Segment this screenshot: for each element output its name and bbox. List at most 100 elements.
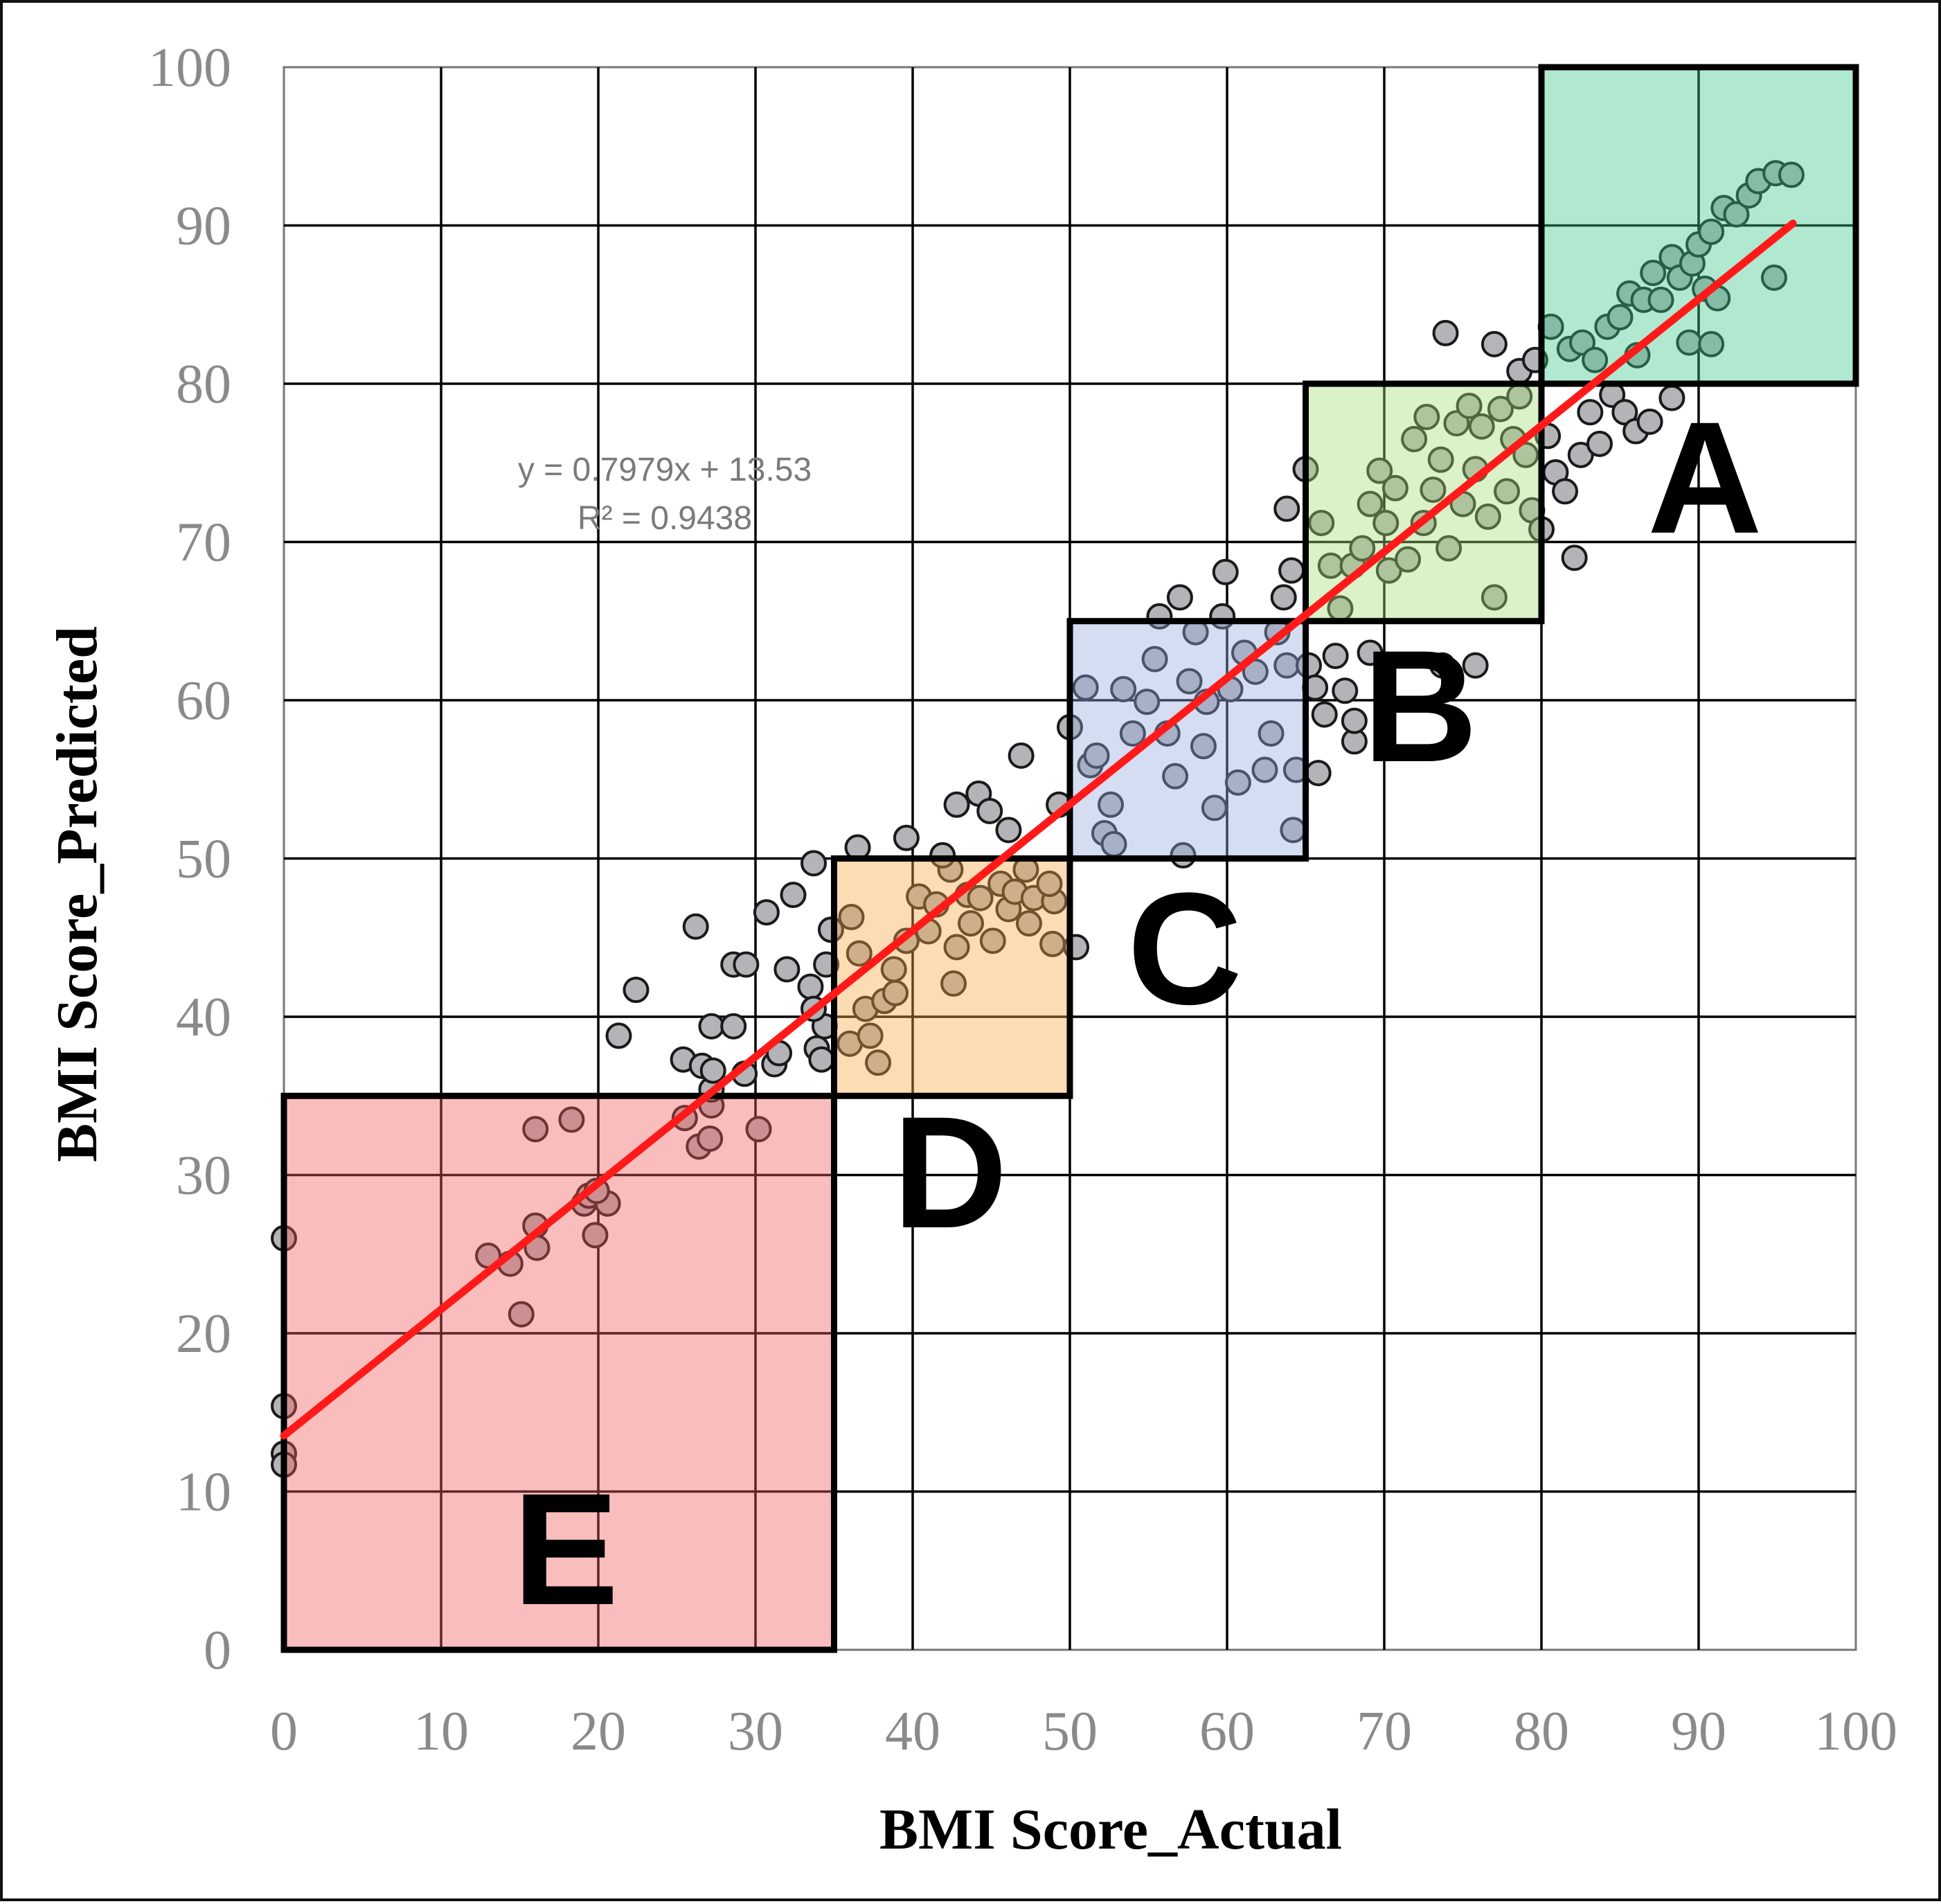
trendline-group [280, 220, 1797, 1440]
data-point [1586, 430, 1613, 457]
data-point [1098, 791, 1125, 818]
data-point [1134, 688, 1161, 715]
data-point [773, 956, 800, 983]
data-point [1456, 392, 1483, 419]
x-tick-label: 80 [1514, 1701, 1569, 1762]
data-point [1760, 264, 1787, 291]
x-tick-label: 10 [413, 1701, 469, 1762]
y-tick-label: 60 [176, 670, 231, 731]
trendline-r2: R² = 0.9438 [578, 500, 752, 537]
data-point [1512, 441, 1539, 468]
data-point [1723, 201, 1750, 228]
data-point [1413, 403, 1440, 430]
x-tick-label: 0 [270, 1701, 298, 1762]
data-point [682, 913, 709, 940]
trendline [280, 220, 1797, 1440]
data-point [1008, 742, 1035, 769]
trendline-equation: y = 0.7979x + 13.53 [518, 452, 812, 488]
data-point [976, 797, 1003, 824]
data-point [1647, 286, 1674, 313]
data-point [733, 951, 760, 978]
data-point [1308, 510, 1335, 537]
data-point [1224, 769, 1251, 796]
data-point [1083, 742, 1110, 769]
x-tick-label: 100 [1814, 1701, 1897, 1762]
data-point [623, 977, 650, 1004]
data-point [979, 927, 1006, 954]
data-point [508, 1301, 535, 1328]
data-point [1494, 478, 1521, 505]
data-point [797, 973, 824, 1000]
data-point [1201, 794, 1228, 821]
y-tick-label: 30 [176, 1146, 231, 1207]
data-point [1270, 584, 1297, 611]
data-point [1381, 474, 1408, 501]
data-point [1036, 871, 1063, 898]
x-tick-label: 40 [885, 1701, 940, 1762]
x-tick-label: 60 [1199, 1701, 1255, 1762]
data-point [800, 850, 827, 877]
zone-label-a: A [1647, 389, 1762, 567]
data-point [1468, 413, 1495, 440]
data-point [957, 910, 984, 937]
y-tick-label: 90 [176, 196, 231, 257]
x-axis-title: BMI Score_Actual [879, 1797, 1342, 1862]
data-point [846, 940, 873, 967]
data-point [1698, 218, 1725, 245]
data-point [1273, 495, 1300, 522]
data-point [720, 1013, 747, 1040]
data-point [1481, 330, 1508, 357]
tick-labels: 0 10 20 30 40 50 60 70 80 90 100 0 10 20 30 40 50 60 70 80 9… [148, 37, 1897, 1762]
y-axis-title: BMI Score_Predicted [45, 626, 109, 1162]
data-point [1474, 503, 1501, 530]
data-point [1640, 260, 1667, 287]
data-point [857, 1022, 884, 1049]
data-point [1401, 425, 1428, 452]
data-point [1636, 408, 1663, 435]
data-point [522, 1116, 549, 1143]
data-point [1435, 535, 1463, 562]
data-point [605, 1022, 632, 1049]
data-point [943, 934, 970, 961]
data-point [697, 1125, 724, 1152]
data-point [1072, 674, 1099, 701]
zone-box-b [1303, 380, 1545, 625]
data-point [582, 1222, 609, 1249]
data-point [1357, 490, 1384, 517]
data-point [967, 884, 994, 911]
zone-label-d: D [893, 1083, 1008, 1261]
data-point [893, 824, 920, 851]
data-point [1141, 646, 1168, 673]
data-point [940, 970, 967, 997]
data-point [1420, 477, 1447, 504]
data-point [882, 979, 909, 1006]
data-point [745, 1116, 772, 1143]
x-tick-label: 20 [571, 1701, 626, 1762]
y-tick-label: 20 [176, 1304, 231, 1364]
y-tick-label: 70 [176, 513, 231, 573]
data-point [1278, 557, 1305, 584]
x-tick-label: 30 [728, 1701, 783, 1762]
data-point [1015, 910, 1042, 937]
data-point [1366, 457, 1393, 484]
y-tick-label: 10 [176, 1462, 231, 1523]
data-point [1311, 701, 1338, 728]
data-point [1611, 399, 1638, 426]
data-point [1462, 652, 1489, 679]
data-point [1322, 643, 1349, 670]
x-tick-label: 70 [1357, 1701, 1412, 1762]
data-point [1176, 668, 1203, 695]
data-point [865, 1049, 892, 1076]
zone-label-e: E [512, 1460, 618, 1638]
y-tick-label: 50 [176, 829, 231, 890]
data-point [699, 1057, 726, 1084]
data-point [1162, 763, 1189, 790]
y-tick-label: 0 [204, 1620, 231, 1681]
data-point [1443, 410, 1470, 437]
zone-label-b: B [1363, 617, 1478, 795]
data-point [995, 817, 1022, 844]
data-point [1258, 720, 1285, 747]
data-point [943, 791, 970, 818]
